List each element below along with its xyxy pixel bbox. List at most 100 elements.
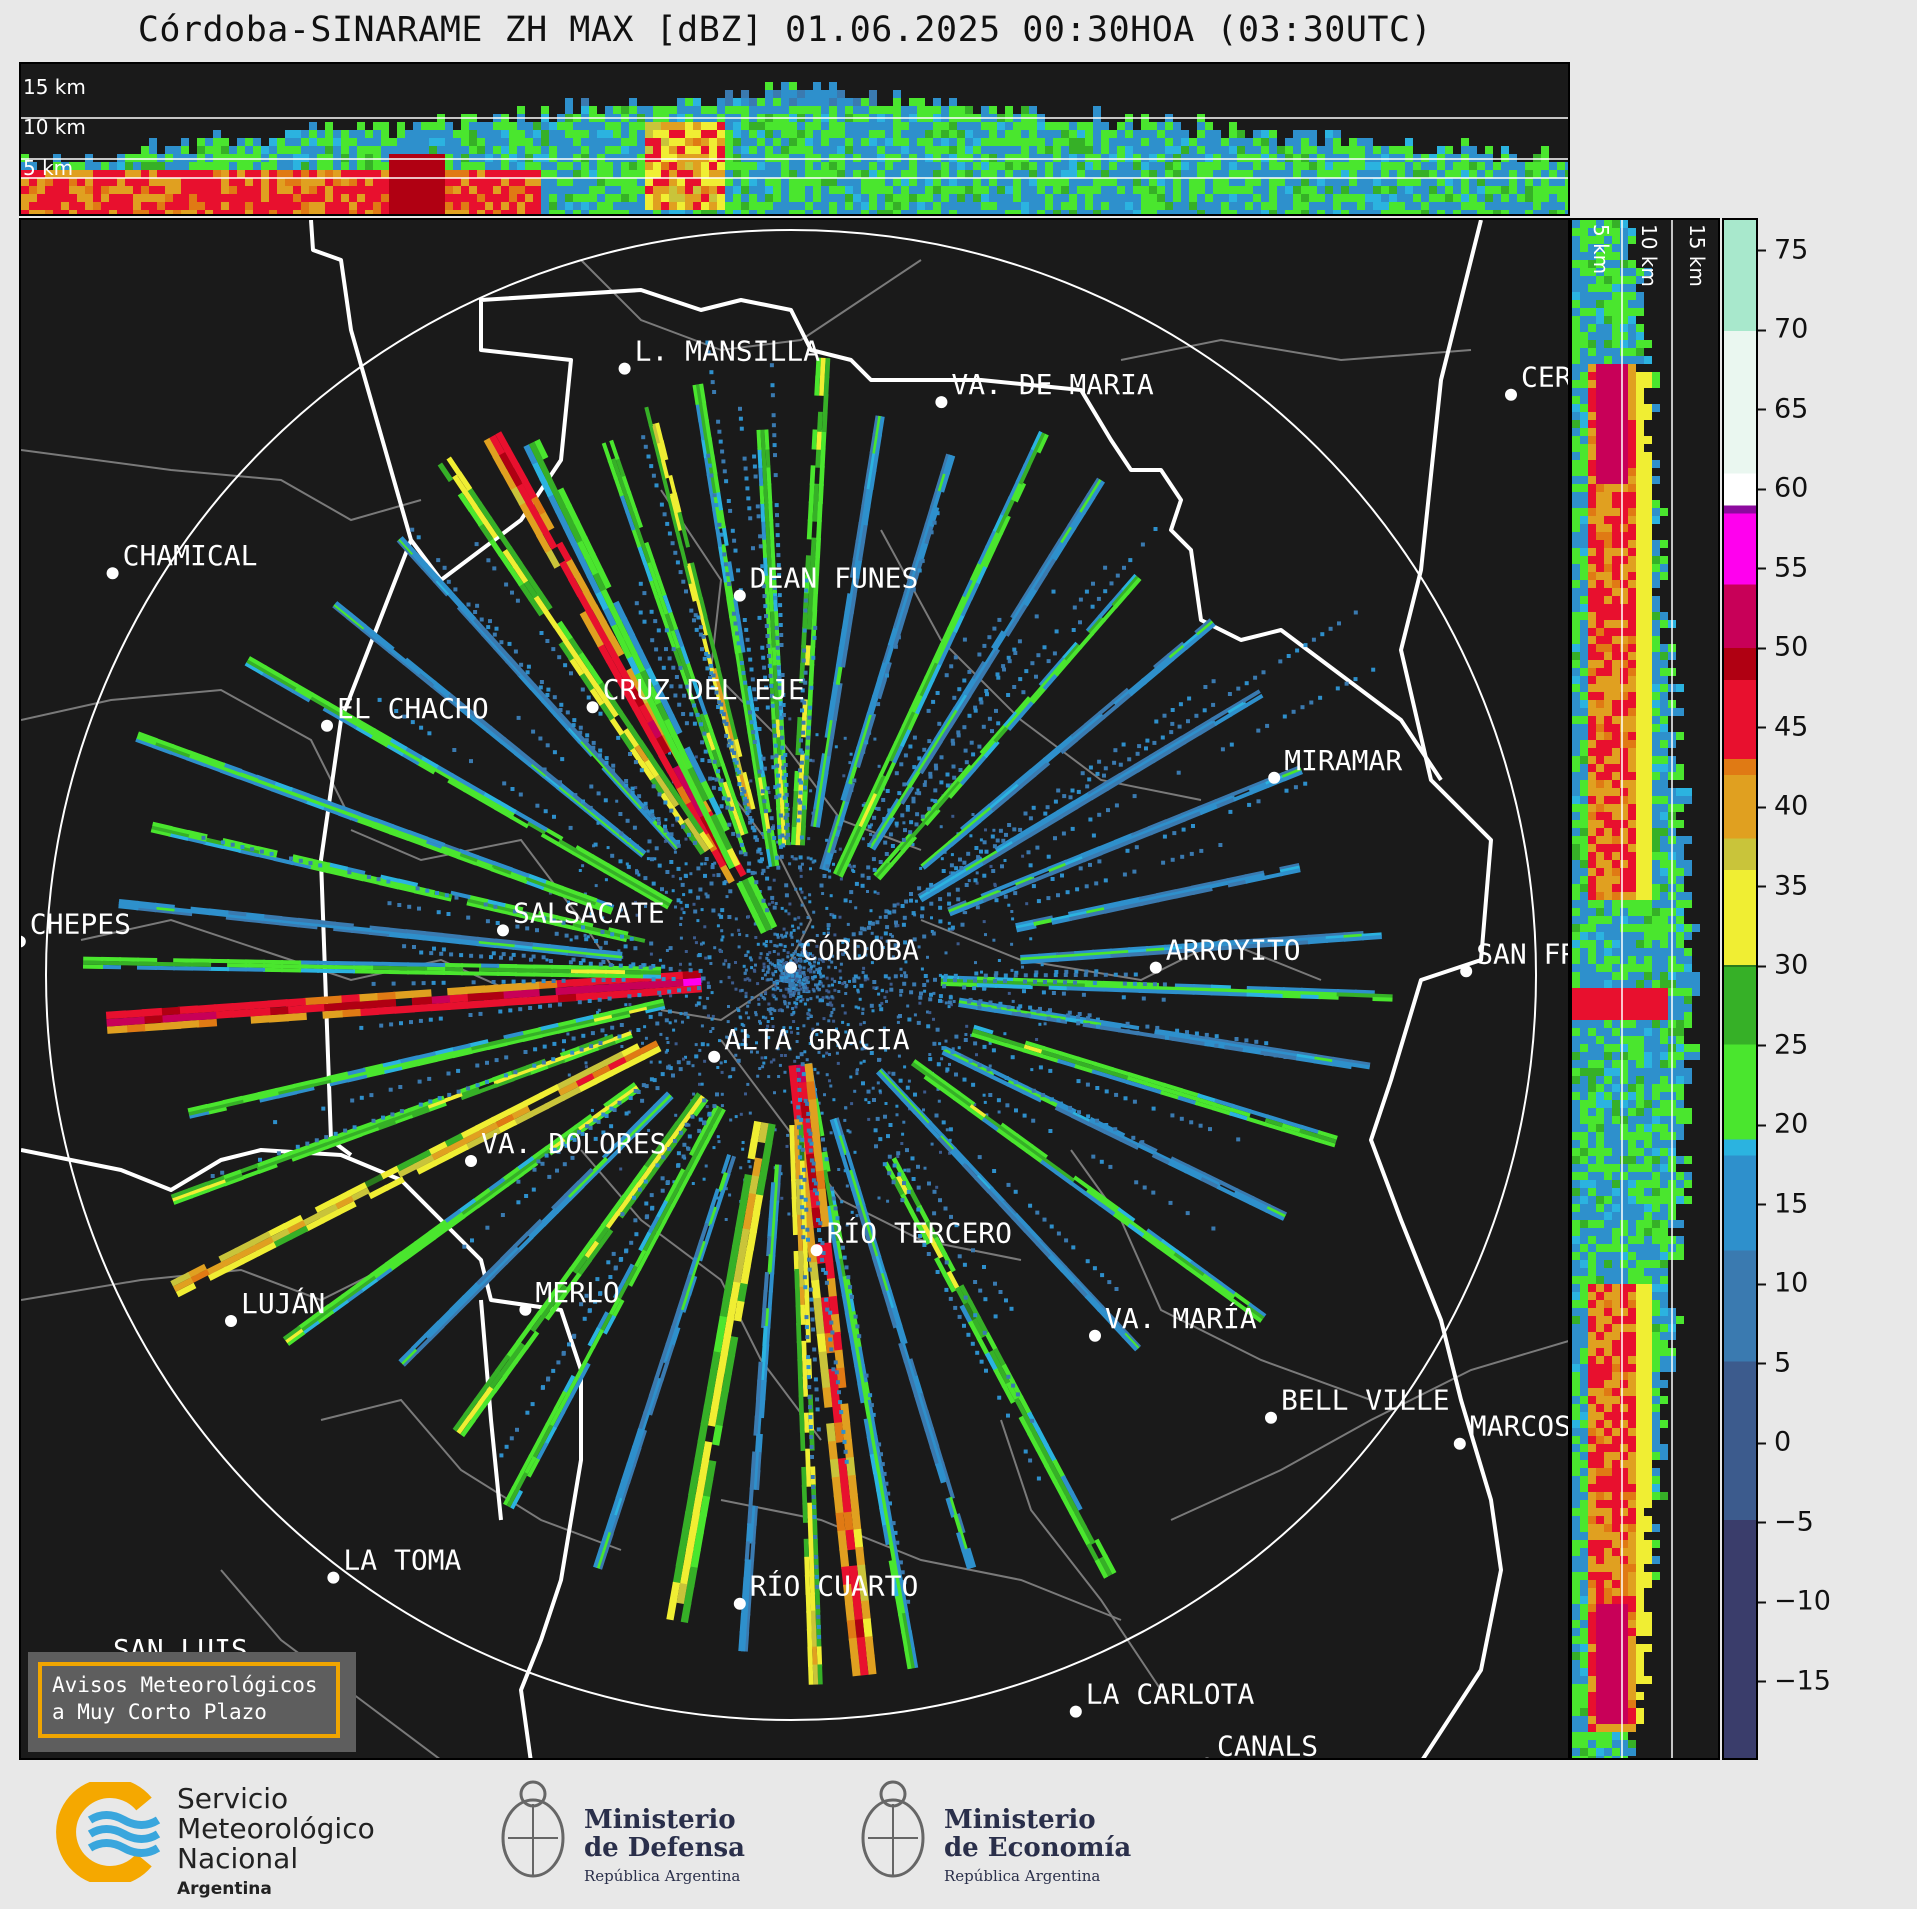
department-boundary-line [1000, 1419, 1162, 1691]
smn-logo-icon [56, 1782, 161, 1882]
department-boundary-line [880, 529, 1202, 801]
city-marker[interactable]: LA TOMA [327, 1544, 462, 1584]
city-marker[interactable]: VA. MARÍA [1089, 1301, 1257, 1342]
province-boundaries [21, 220, 1503, 1758]
city-marker[interactable]: L. MANSILLA [618, 335, 821, 375]
city-label: SALSACATE [513, 896, 665, 929]
department-boundary-line [21, 688, 352, 821]
colorbar-tick-label: 40 [1758, 791, 1808, 822]
city-label: CERES [1521, 361, 1570, 394]
city-label: CANALS [1217, 1730, 1318, 1760]
city-marker[interactable]: RÍO TERCERO [810, 1215, 1012, 1257]
colorbar-tick-label: 25 [1758, 1029, 1808, 1060]
city-dot [519, 1303, 532, 1316]
colorbar-tick-label: 50 [1758, 632, 1808, 663]
city-dot [21, 935, 26, 948]
city-marker[interactable]: BELL VILLE [1265, 1384, 1450, 1424]
city-marker[interactable]: VA. DOLORES [465, 1127, 666, 1167]
city-dot [586, 701, 599, 714]
city-marker[interactable]: DEAN FUNES [733, 562, 919, 602]
smn-line-1: Servicio [177, 1782, 289, 1815]
department-boundary-line [720, 1039, 1022, 1261]
city-label: ALTA GRACIA [724, 1023, 910, 1056]
city-label: BELL VILLE [1281, 1384, 1450, 1417]
city-marker[interactable]: EL CHACHO [321, 692, 489, 732]
side-height-label: 15 km [1685, 224, 1709, 287]
city-label: L. MANSILLA [635, 335, 821, 368]
city-marker[interactable]: ARROYITO [1149, 934, 1301, 974]
city-label: MIRAMAR [1284, 744, 1402, 777]
colorbar-tick-label: 20 [1758, 1109, 1808, 1140]
city-label: LA CARLOTA [1086, 1678, 1255, 1711]
province-boundary-line [1369, 220, 1503, 1758]
colorbar-tick-label: −5 [1758, 1506, 1814, 1537]
city-marker[interactable]: SALSACATE [497, 896, 665, 937]
city-marker[interactable]: MERLO [519, 1276, 620, 1316]
city-marker[interactable]: VA. DE MARIA [935, 368, 1154, 409]
defensa-line-3: República Argentina [584, 1867, 741, 1885]
smn-line-4: Argentina [177, 1879, 272, 1899]
city-marker[interactable]: SAN FRAN [1460, 937, 1570, 978]
top-height-label: 10 km [23, 115, 86, 139]
city-dot [106, 567, 119, 580]
city-dot [618, 362, 631, 375]
colorbar-tick-label: 45 [1758, 711, 1808, 742]
colorbar-tick-label: 70 [1758, 314, 1808, 345]
city-marker[interactable]: RÍO CUARTO [733, 1569, 919, 1610]
colorbar-tick-label: −15 [1758, 1665, 1831, 1696]
city-marker[interactable]: CANALS [1201, 1730, 1318, 1760]
city-dot [1505, 388, 1517, 401]
defensa-logo-text: Ministerio de Defensa República Argentin… [584, 1806, 745, 1890]
city-marker[interactable]: CHAMICAL [106, 539, 258, 580]
city-marker[interactable]: MIRAMAR [1268, 744, 1402, 784]
city-marker[interactable]: LA CARLOTA [1069, 1678, 1255, 1718]
department-boundary-line [1170, 1340, 1568, 1521]
department-boundary-line [21, 1259, 402, 1302]
city-dot [465, 1155, 477, 1167]
colorbar-tick-label: 65 [1758, 393, 1808, 424]
city-label: VA. DOLORES [481, 1127, 666, 1160]
city-label: ARROYITO [1166, 934, 1301, 967]
colorbar-ticks: 75 70 65 60 55 50 45 40 35 30 25 20 15 10 5 0 −5 −10 −15 [1758, 218, 1908, 1760]
city-dot [1453, 1437, 1466, 1450]
city-marker[interactable]: CRUZ DEL EJE [586, 673, 805, 714]
city-dot [733, 1597, 746, 1610]
city-marker[interactable]: CÓRDOBA [785, 933, 919, 974]
defensa-line-1: Ministerio [584, 1805, 736, 1835]
city-dot [785, 961, 797, 974]
side-height-label: 10 km [1637, 224, 1661, 287]
economia-seal-icon [861, 1780, 925, 1878]
department-boundary-line [720, 1499, 1122, 1621]
city-dot [321, 719, 333, 732]
defensa-line-2: de Defensa [584, 1833, 745, 1863]
colorbar [1722, 218, 1758, 1760]
province-boundary-line [21, 1148, 583, 1758]
city-label: MARCOS JU [1470, 1410, 1570, 1443]
province-boundary-line [309, 220, 443, 582]
city-label: LA TOMA [343, 1544, 461, 1577]
city-marker[interactable]: MARCOS JU [1453, 1410, 1570, 1450]
colorbar-tick-label: 55 [1758, 552, 1808, 583]
notice-line-2: a Muy Corto Plazo [52, 1700, 267, 1724]
city-dot [1268, 771, 1281, 784]
side-cross-section-echoes [1572, 220, 1700, 1758]
radar-range-ring [45, 229, 1537, 1721]
city-dot [1149, 961, 1162, 974]
city-marker[interactable]: LUJÁN [225, 1286, 325, 1327]
city-label: CHAMICAL [123, 539, 258, 572]
department-boundary-line [21, 449, 422, 522]
city-label: MERLO [535, 1276, 619, 1309]
city-marker[interactable]: CERES [1505, 361, 1570, 401]
economia-logo-text: Ministerio de Economía República Argenti… [944, 1806, 1131, 1890]
city-label: LUJÁN [241, 1286, 325, 1320]
top-cross-section-svg: 15 km 10 km 5 km [21, 75, 1568, 214]
colorbar-tick-label: 10 [1758, 1268, 1808, 1299]
economia-line-1: Ministerio [944, 1805, 1096, 1835]
city-dot [708, 1050, 721, 1063]
province-boundary-line [439, 288, 1443, 782]
city-marker[interactable]: CHEPES [21, 908, 131, 948]
city-marker[interactable]: ALTA GRACIA [708, 1023, 910, 1063]
